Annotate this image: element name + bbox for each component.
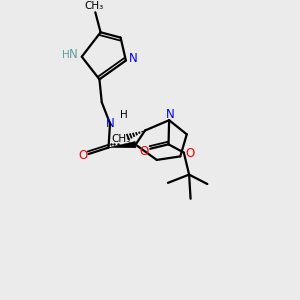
Text: CH₃: CH₃ <box>111 134 130 144</box>
Text: CH₃: CH₃ <box>84 1 104 11</box>
Text: O: O <box>186 147 195 160</box>
Text: N: N <box>129 52 138 65</box>
Text: O: O <box>140 145 149 158</box>
Text: H: H <box>62 50 70 60</box>
Text: H: H <box>120 110 128 120</box>
Polygon shape <box>109 141 136 148</box>
Text: O: O <box>78 149 87 162</box>
Text: N: N <box>69 48 78 62</box>
Text: N: N <box>106 117 114 130</box>
Text: N: N <box>166 108 175 122</box>
